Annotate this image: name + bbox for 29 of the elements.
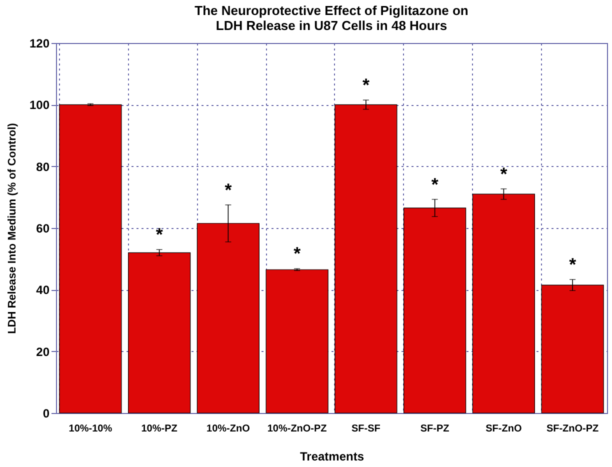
x-tick-label: SF-SF <box>351 424 380 434</box>
bar <box>266 269 328 414</box>
y-axis-title: LDH Release Into Medium (% of Control) <box>6 122 18 334</box>
y-tick-label: 40 <box>36 283 50 298</box>
y-tick-label: 120 <box>29 36 50 50</box>
annotation: * <box>431 174 438 194</box>
bar <box>59 104 122 414</box>
y-tick-label: 20 <box>36 344 50 359</box>
bar <box>334 104 398 414</box>
x-tick-label: 10%-ZnO-PZ <box>267 424 327 434</box>
x-tick-label: SF-ZnO <box>486 424 522 434</box>
x-tick-label: SF-PZ <box>420 424 450 434</box>
annotation: * <box>156 224 163 245</box>
x-tick-label: 10%-10% <box>68 424 112 434</box>
x-tick-label: 10%-PZ <box>141 424 178 434</box>
annotation: * <box>362 75 370 96</box>
y-tick-label: 60 <box>36 222 50 236</box>
annotation: * <box>500 164 508 184</box>
x-tick-label: 10%-ZnO <box>206 424 250 434</box>
annotation: * <box>569 254 576 274</box>
x-axis-title: Treatments <box>300 450 364 464</box>
annotation: * <box>294 244 301 264</box>
chart-title: The Neuroprotective Effect of Piglitazone on LDH Release in U87 Cells in 48 Hours <box>194 3 468 33</box>
bar <box>128 252 191 414</box>
y-tick-label: 100 <box>29 98 50 112</box>
annotation: * <box>224 180 232 200</box>
y-tick-label: 0 <box>42 406 50 420</box>
x-tick-label: SF-ZnO-PZ <box>546 424 599 434</box>
y-tick-label: 80 <box>36 160 50 174</box>
